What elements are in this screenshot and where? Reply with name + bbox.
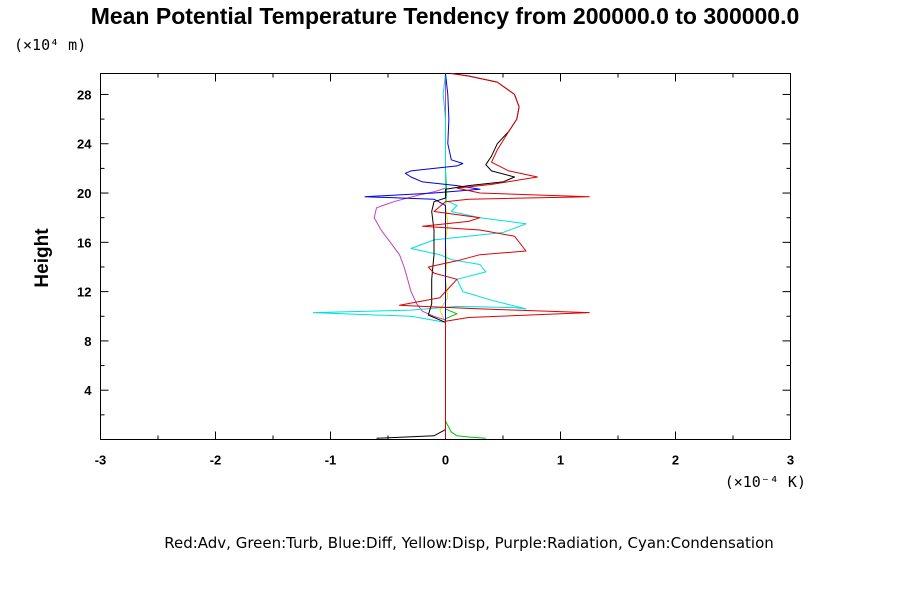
x-unit-label: (×10⁻⁴ K) bbox=[725, 473, 806, 491]
y-unit-label: (×10⁴ m) bbox=[14, 36, 86, 54]
series-line-3 bbox=[312, 73, 527, 439]
x-axis: -3 -2 -1 0 1 2 3 bbox=[95, 73, 794, 468]
x-tick-label: 1 bbox=[557, 453, 564, 468]
series-line-5 bbox=[376, 73, 520, 439]
y-tick-label: 4 bbox=[84, 383, 92, 398]
y-axis: 4 8 12 16 20 24 28 bbox=[77, 87, 791, 416]
y-tick-label: 8 bbox=[84, 334, 91, 349]
y-tick-label: 28 bbox=[77, 87, 91, 102]
y-tick-label: 20 bbox=[77, 186, 91, 201]
y-tick-label: 24 bbox=[77, 137, 92, 152]
series-line-0 bbox=[445, 73, 486, 439]
x-tick-label: -3 bbox=[95, 453, 107, 468]
series-line-2 bbox=[373, 73, 446, 437]
x-tick-label: 0 bbox=[442, 453, 449, 468]
x-tick-label: -2 bbox=[210, 453, 222, 468]
legend-text: Red:Adv, Green:Turb, Blue:Diff, Yellow:D… bbox=[164, 534, 774, 552]
x-tick-label: -1 bbox=[325, 453, 337, 468]
series-line-6 bbox=[399, 73, 590, 439]
x-tick-label: 3 bbox=[787, 453, 794, 468]
series-line-4 bbox=[364, 73, 481, 439]
y-axis-label: Height bbox=[32, 228, 53, 288]
y-tick-label: 12 bbox=[77, 285, 91, 300]
chart-title: Mean Potential Temperature Tendency from… bbox=[91, 3, 800, 29]
series-group bbox=[312, 73, 590, 439]
y-tick-label: 16 bbox=[77, 235, 91, 250]
x-tick-label: 2 bbox=[672, 453, 679, 468]
